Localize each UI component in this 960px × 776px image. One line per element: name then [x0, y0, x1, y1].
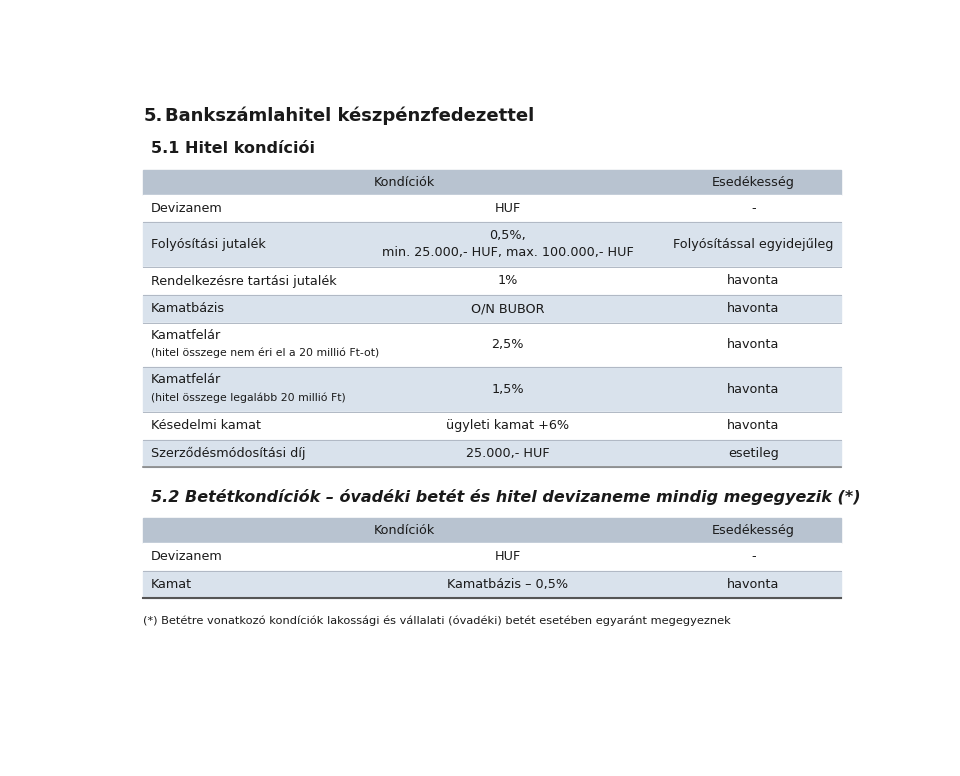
Text: havonta: havonta: [728, 383, 780, 396]
Bar: [143, 195, 841, 223]
Text: (hitel összege legalább 20 millió Ft): (hitel összege legalább 20 millió Ft): [151, 393, 346, 403]
Text: Rendelkezésre tartási jutalék: Rendelkezésre tartási jutalék: [151, 275, 337, 287]
Text: Szerződésmódosítási díj: Szerződésmódosítási díj: [151, 447, 305, 460]
Text: -: -: [752, 550, 756, 563]
Text: HUF: HUF: [494, 550, 521, 563]
Text: Esedékesség: Esedékesség: [712, 176, 795, 189]
Bar: [143, 367, 841, 412]
Text: havonta: havonta: [728, 419, 780, 432]
Bar: [143, 323, 841, 367]
Text: Kamatbázis: Kamatbázis: [151, 302, 226, 315]
Bar: [143, 570, 841, 598]
Text: 25.000,- HUF: 25.000,- HUF: [466, 447, 549, 460]
Bar: [143, 518, 841, 542]
Text: Kamat: Kamat: [151, 578, 192, 591]
Text: Kamatfelár: Kamatfelár: [151, 328, 221, 341]
Text: Esedékesség: Esedékesség: [712, 524, 795, 537]
Text: ügyleti kamat +6%: ügyleti kamat +6%: [446, 419, 569, 432]
Text: Folyósítással egyidejűleg: Folyósítással egyidejűleg: [673, 238, 833, 251]
Text: (hitel összege nem éri el a 20 millió Ft-ot): (hitel összege nem éri el a 20 millió Ft…: [151, 348, 379, 359]
Text: havonta: havonta: [728, 578, 780, 591]
Text: 1%: 1%: [497, 275, 517, 287]
Text: 5.2 Betétkondíciók – óvadéki betét és hitel devizaneme mindig megegyezik (*): 5.2 Betétkondíciók – óvadéki betét és hi…: [151, 489, 860, 505]
Text: 0,5%,: 0,5%,: [490, 230, 526, 242]
Text: Kamatbázis – 0,5%: Kamatbázis – 0,5%: [447, 578, 568, 591]
Text: O/N BUBOR: O/N BUBOR: [471, 302, 544, 315]
Text: havonta: havonta: [728, 338, 780, 352]
Text: 1,5%: 1,5%: [492, 383, 524, 396]
Text: esetileg: esetileg: [729, 447, 779, 460]
Text: -: -: [752, 202, 756, 215]
Text: Kondíciók: Kondíciók: [374, 176, 436, 189]
Text: Kamatfelár: Kamatfelár: [151, 373, 221, 386]
Text: Folyósítási jutalék: Folyósítási jutalék: [151, 238, 266, 251]
Text: Kondíciók: Kondíciók: [374, 524, 436, 537]
Bar: [143, 412, 841, 440]
Bar: [143, 223, 841, 267]
Text: havonta: havonta: [728, 275, 780, 287]
Text: (*) Betétre vonatkozó kondíciók lakossági és vállalati (óvadéki) betét esetében : (*) Betétre vonatkozó kondíciók lakosság…: [143, 615, 731, 625]
Bar: [143, 170, 841, 195]
Text: min. 25.000,- HUF, max. 100.000,- HUF: min. 25.000,- HUF, max. 100.000,- HUF: [382, 246, 634, 259]
Text: 5.1 Hitel kondíciói: 5.1 Hitel kondíciói: [151, 141, 315, 156]
Text: havonta: havonta: [728, 302, 780, 315]
Bar: [143, 295, 841, 323]
Bar: [143, 267, 841, 295]
Bar: [143, 542, 841, 570]
Bar: [143, 440, 841, 467]
Text: Bankszámlahitel készpénzfedezettel: Bankszámlahitel készpénzfedezettel: [165, 107, 534, 126]
Text: 2,5%: 2,5%: [492, 338, 524, 352]
Text: HUF: HUF: [494, 202, 521, 215]
Text: 5.: 5.: [143, 107, 162, 125]
Text: Késedelmi kamat: Késedelmi kamat: [151, 419, 261, 432]
Text: Devizanem: Devizanem: [151, 202, 223, 215]
Text: Devizanem: Devizanem: [151, 550, 223, 563]
